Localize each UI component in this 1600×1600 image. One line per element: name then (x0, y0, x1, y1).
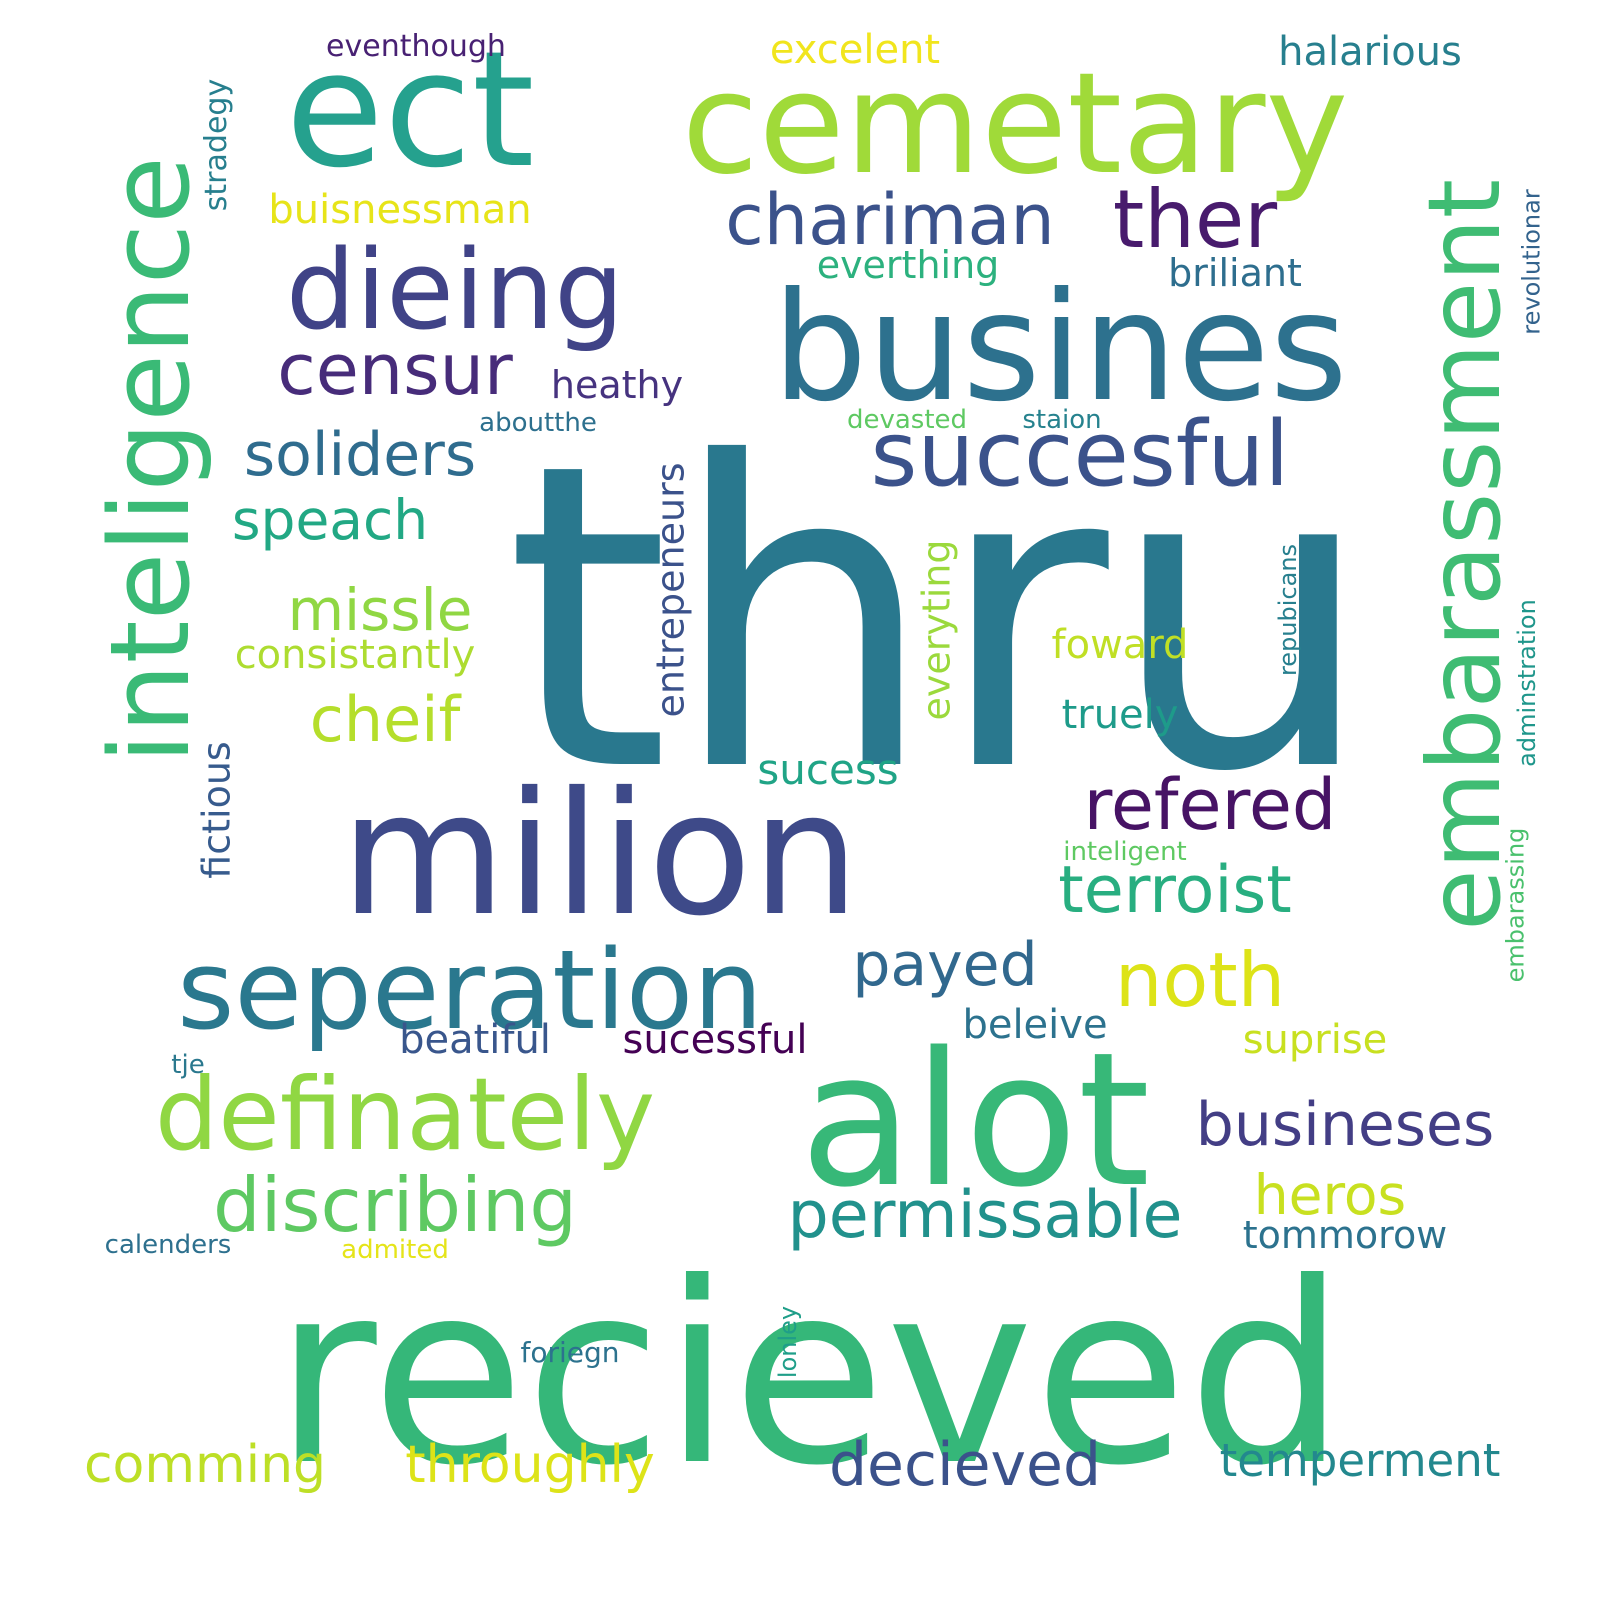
word-heathy: heathy (550, 363, 684, 407)
word-buisnessman: buisnessman (268, 187, 532, 233)
word-truely: truely (1061, 692, 1179, 738)
word-recieved: recieved (273, 1229, 1347, 1520)
word-excelent: excelent (769, 27, 941, 73)
word-soliders: soliders (243, 420, 477, 490)
word-cheif: cheif (309, 683, 461, 756)
word-temperment: temperment (1219, 1433, 1501, 1487)
word-milion: milion (340, 756, 860, 954)
word-inteligent: inteligent (1063, 837, 1187, 867)
word-everyting: everyting (915, 539, 959, 721)
word-refered: refered (1083, 764, 1337, 846)
word-throughly: throughly (405, 1435, 655, 1495)
word-embarassment: embarassment (1406, 179, 1523, 931)
word-lonley: lonley (773, 1305, 802, 1379)
word-busines: busines (772, 261, 1348, 435)
word-foward: foward (1051, 622, 1189, 668)
word-cemetary: cemetary (681, 43, 1349, 206)
word-embarassing: embarassing (1501, 827, 1529, 983)
word-stradegy: stradegy (198, 78, 234, 212)
word-seperation: seperation (177, 926, 763, 1054)
word-dieing: dieing (285, 226, 625, 354)
word-eventhough: eventhough (326, 29, 506, 64)
word-chariman: chariman (725, 179, 1055, 261)
word-admited: admited (341, 1235, 449, 1265)
word-aboutthe: aboutthe (479, 408, 597, 438)
word-sucessful: sucessful (622, 1017, 808, 1063)
word-inteligence: inteligence (86, 156, 215, 764)
word-tje: tje (171, 1050, 205, 1080)
word-ect: ect (285, 16, 535, 203)
word-fictious: fictious (194, 741, 239, 879)
word-foriegn: foriegn (520, 1336, 620, 1369)
word-alot: alot (799, 1011, 1151, 1228)
word-tommorow: tommorow (1242, 1213, 1448, 1257)
word-heros: heros (1253, 1162, 1407, 1227)
word-definately: definately (154, 1056, 656, 1173)
word-censur: censur (277, 329, 513, 411)
word-terroist: terroist (1058, 852, 1292, 928)
word-thru: thru (505, 375, 1375, 864)
word-suprise: suprise (1242, 1017, 1388, 1063)
word-beatiful: beatiful (399, 1017, 551, 1063)
word-staion: staion (1022, 405, 1102, 435)
word-sucess: sucess (757, 745, 899, 794)
word-everthing: everthing (816, 243, 1000, 287)
word-decieved: decieved (828, 1430, 1102, 1500)
word-consistantly: consistantly (234, 632, 476, 678)
word-calenders: calenders (104, 1230, 232, 1260)
word-comming: comming (83, 1435, 327, 1495)
word-payed: payed (852, 930, 1038, 1000)
word-busineses: busineses (1195, 1090, 1495, 1160)
word-repubicans: repubicans (1273, 543, 1302, 677)
word-noth: noth (1114, 935, 1286, 1024)
word-succesful: succesful (870, 402, 1290, 507)
word-devasted: devasted (846, 405, 968, 435)
word-ther: ther (1112, 173, 1278, 266)
word-revolutionar: revolutionar (1517, 189, 1546, 335)
word-halarious: halarious (1278, 29, 1462, 75)
word-beleive: beleive (962, 1002, 1108, 1048)
word-discribing: discribing (212, 1160, 577, 1249)
word-briliant: briliant (1168, 251, 1302, 295)
word-permissable: permissable (787, 1177, 1183, 1253)
word-speach: speach (231, 487, 429, 552)
word-missle: missle (287, 576, 473, 644)
word-adminstration: adminstration (1512, 599, 1541, 767)
word-entrepeneurs: entrepeneurs (648, 462, 692, 718)
